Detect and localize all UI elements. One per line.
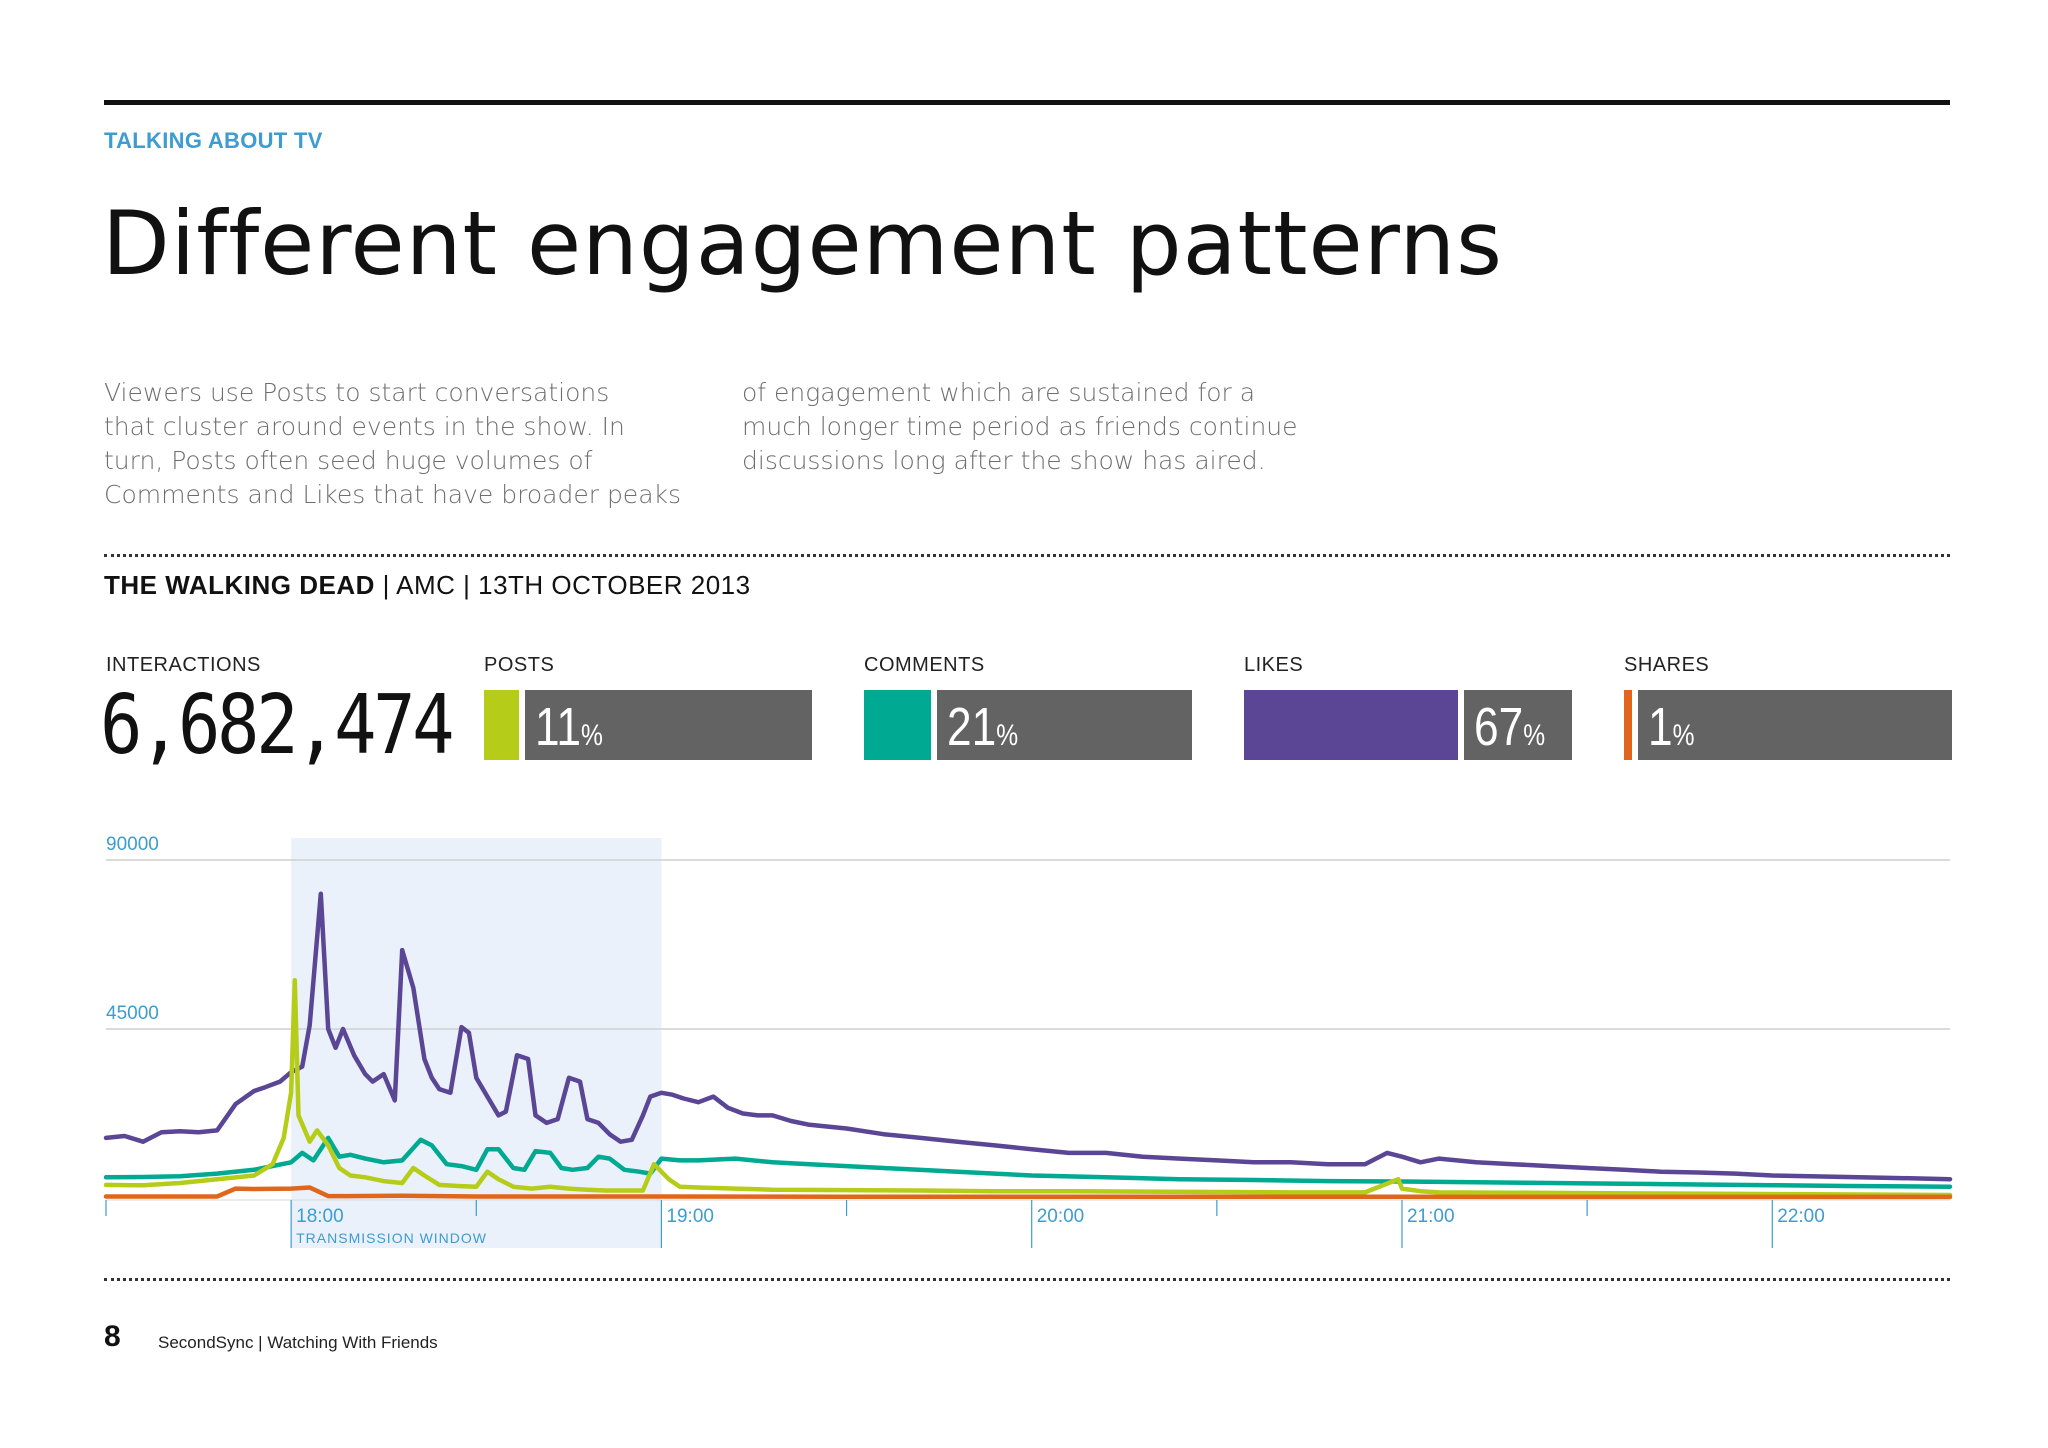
y-tick-label: 90000 [106,834,159,855]
top-rule [104,100,1950,105]
footer-text: SecondSync | Watching With Friends [158,1333,438,1352]
intro-column-1: Viewers use Posts to start conversations… [104,378,682,509]
x-tick-label: 21:00 [1407,1206,1455,1227]
transmission-window-band [291,838,662,1248]
posts-label: POSTS [484,654,555,676]
percent-symbol: % [580,719,603,752]
shares-percent-box: 1% [1638,690,1952,760]
x-tick-label: 18:00 [296,1206,344,1227]
percent-symbol: % [1523,719,1546,752]
comments-percent-box: 21% [937,690,1192,760]
likes-color-bar [1244,690,1458,760]
comments-percent: 21 [947,697,997,757]
divider-top [104,554,1950,557]
show-name: THE WALKING DEAD [104,570,375,600]
x-tick-label: 20:00 [1037,1206,1085,1227]
comments-color-bar [864,690,931,760]
show-heading: THE WALKING DEAD | AMC | 13TH OCTOBER 20… [104,570,751,601]
series-line-posts [103,977,1953,1198]
intro-column-2: of engagement which are sustained for a … [742,378,1298,475]
x-tick-label: 22:00 [1777,1206,1825,1227]
show-details: | AMC | 13TH OCTOBER 2013 [374,570,751,600]
posts-color-bar [484,690,519,760]
shares-percent: 1 [1648,697,1673,757]
series-line-likes [103,891,1953,1182]
x-tick-label: 19:00 [666,1206,714,1227]
section-kicker: TALKING ABOUT TV [104,128,323,153]
transmission-window-label: TRANSMISSION WINDOW [296,1230,487,1246]
likes-percent-box: 67% [1464,690,1572,760]
engagement-line-chart: 45000 90000 18:00 19:00 20:00 21:00 22:00 TRANS… [103,834,1953,1248]
interactions-value: 6,682,474 [100,678,455,773]
interactions-label: INTERACTIONS [106,654,261,676]
page-title: Different engagement patterns [102,192,1503,295]
series-line-shares [103,1185,1953,1200]
likes-label: LIKES [1244,654,1304,676]
y-tick-label: 45000 [106,1003,159,1024]
comments-label: COMMENTS [864,654,985,676]
posts-percent: 11 [535,697,581,757]
shares-color-bar [1624,690,1632,760]
likes-percent: 67 [1474,697,1524,757]
page-number: 8 [104,1320,121,1353]
percent-symbol: % [996,719,1019,752]
divider-bottom [104,1278,1950,1281]
percent-symbol: % [1672,719,1695,752]
shares-label: SHARES [1624,654,1710,676]
posts-percent-box: 11% [525,690,812,760]
series-line-comments [103,1135,1953,1189]
